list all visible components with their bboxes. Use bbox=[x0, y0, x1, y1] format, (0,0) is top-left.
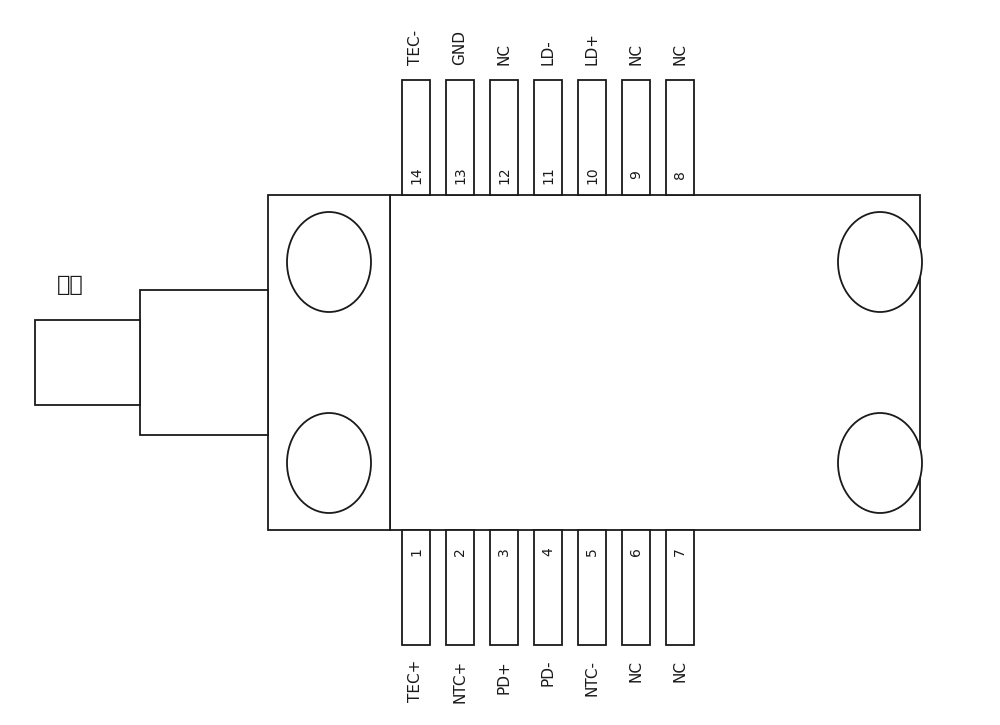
Text: 5: 5 bbox=[585, 547, 599, 556]
Ellipse shape bbox=[287, 413, 371, 513]
Text: TEC-: TEC- bbox=[409, 30, 424, 65]
Bar bbox=[578, 530, 606, 645]
Bar bbox=[490, 530, 518, 645]
Ellipse shape bbox=[838, 413, 922, 513]
Bar bbox=[666, 530, 694, 645]
Bar bbox=[622, 80, 650, 195]
Bar bbox=[402, 530, 430, 645]
Text: 6: 6 bbox=[629, 547, 643, 557]
Text: TEC+: TEC+ bbox=[409, 660, 424, 703]
Bar bbox=[490, 80, 518, 195]
Bar bbox=[578, 80, 606, 195]
Text: NC: NC bbox=[672, 660, 688, 682]
Text: 9: 9 bbox=[629, 170, 643, 180]
Text: LD+: LD+ bbox=[584, 32, 600, 65]
Text: 14: 14 bbox=[409, 166, 423, 184]
Bar bbox=[35, 320, 140, 405]
Text: 12: 12 bbox=[497, 166, 511, 184]
Bar bbox=[402, 80, 430, 195]
Bar bbox=[622, 530, 650, 645]
Text: 8: 8 bbox=[673, 170, 687, 180]
Text: NC: NC bbox=[629, 660, 644, 682]
Text: GND: GND bbox=[452, 30, 468, 65]
Ellipse shape bbox=[838, 212, 922, 312]
Bar bbox=[534, 530, 562, 645]
Text: PD-: PD- bbox=[540, 660, 556, 687]
Bar bbox=[446, 530, 474, 645]
Text: 13: 13 bbox=[453, 166, 467, 184]
Text: NC: NC bbox=[629, 43, 644, 65]
Text: 7: 7 bbox=[673, 547, 687, 556]
Bar bbox=[666, 80, 694, 195]
Text: 4: 4 bbox=[541, 547, 555, 556]
Text: 3: 3 bbox=[497, 547, 511, 556]
Text: PD+: PD+ bbox=[496, 660, 512, 694]
Text: NC: NC bbox=[496, 43, 512, 65]
Text: 2: 2 bbox=[453, 547, 467, 556]
Text: NTC+: NTC+ bbox=[452, 660, 468, 703]
Ellipse shape bbox=[287, 212, 371, 312]
Bar bbox=[268, 195, 390, 530]
Text: 尾纤: 尾纤 bbox=[57, 275, 83, 295]
Text: LD-: LD- bbox=[540, 39, 556, 65]
Text: NTC-: NTC- bbox=[584, 660, 600, 696]
Text: 10: 10 bbox=[585, 166, 599, 184]
Bar bbox=[390, 195, 920, 530]
Text: NC: NC bbox=[672, 43, 688, 65]
Text: 11: 11 bbox=[541, 166, 555, 184]
Bar bbox=[534, 80, 562, 195]
Text: 1: 1 bbox=[409, 547, 423, 557]
Bar bbox=[140, 290, 268, 435]
Bar bbox=[446, 80, 474, 195]
